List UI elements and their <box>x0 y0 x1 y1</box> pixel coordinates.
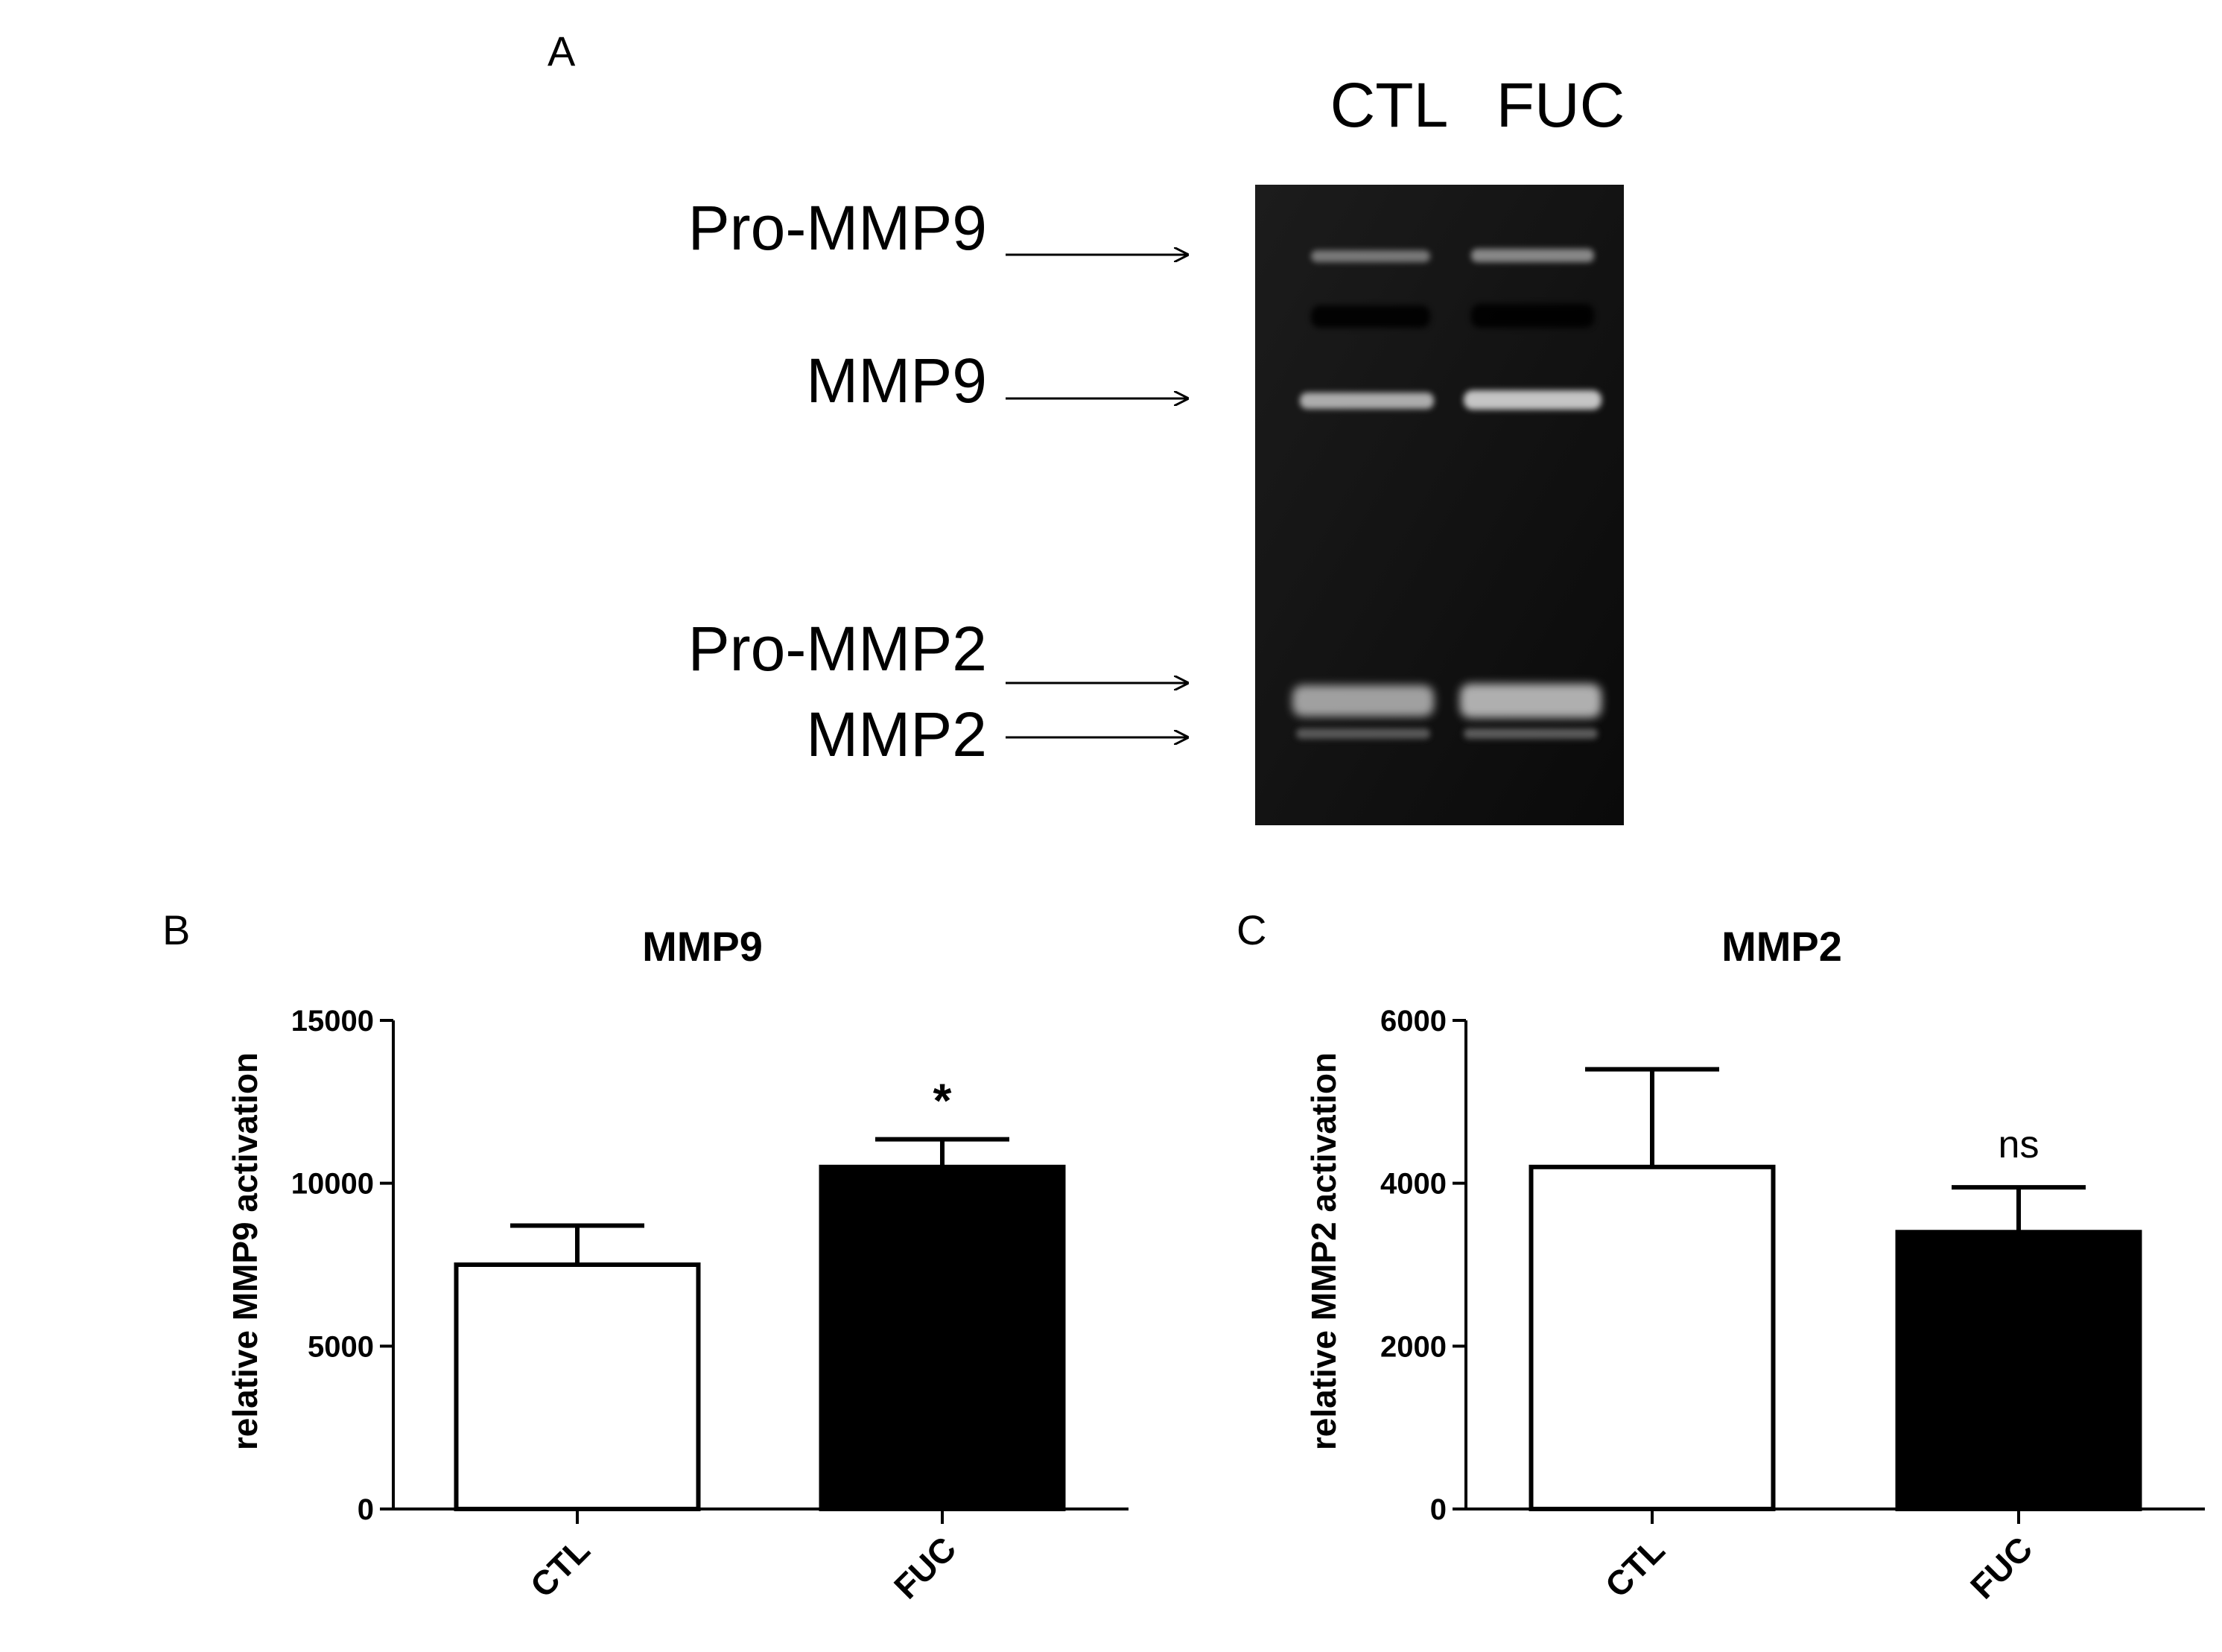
chart-title: MMP2 <box>1721 923 1842 970</box>
y-axis-label: relative MMP9 activation <box>226 1052 264 1450</box>
bars: ns <box>1529 1067 2142 1512</box>
y-tick-label: 0 <box>1430 1493 1447 1526</box>
x-category-label: FUC <box>1963 1529 2040 1607</box>
panel-letter-a: A <box>547 28 576 74</box>
bar-ctl <box>454 1262 701 1511</box>
bar-ctl <box>1529 1164 1776 1512</box>
y-tick-label: 15000 <box>291 1005 374 1038</box>
significance-label: * <box>933 1074 952 1128</box>
panel-letter-b: B <box>162 906 190 953</box>
bars: * <box>454 1074 1066 1512</box>
y-tick-label: 5000 <box>308 1330 374 1363</box>
band-ctl-mmp9 <box>1300 393 1434 409</box>
x-categories: CTL FUC <box>1598 1509 2040 1606</box>
bar-fuc <box>819 1164 1066 1512</box>
bar-fuc <box>1895 1230 2142 1512</box>
band-ctl-mmp2 <box>1296 728 1430 739</box>
band-label-pro-mmp9: Pro-MMP9 <box>688 193 987 263</box>
band-ctl-pro-mmp2 <box>1292 685 1434 717</box>
y-ticks: 0 5000 10000 15000 <box>291 1005 393 1526</box>
x-category-label: CTL <box>523 1531 597 1605</box>
lane-label-ctl: CTL <box>1330 70 1449 140</box>
lane-label-fuc: FUC <box>1496 70 1625 140</box>
gel-background <box>1255 185 1624 825</box>
x-category-label: CTL <box>1598 1531 1672 1605</box>
gel-image <box>1255 185 1624 825</box>
x-category-label: FUC <box>886 1529 964 1607</box>
y-tick-label: 10000 <box>291 1168 374 1201</box>
significance-label: ns <box>1999 1123 2040 1166</box>
band-ctl-dark-9 <box>1311 305 1430 328</box>
band-label-pro-mmp2: Pro-MMP2 <box>688 614 987 684</box>
panel-a: A CTL FUC Pro-MMP9 MMP9 Pro-MMP2 MMP2 <box>547 28 1625 825</box>
y-tick-label: 2000 <box>1380 1330 1447 1363</box>
y-tick-label: 4000 <box>1380 1168 1447 1201</box>
chart-title: MMP9 <box>642 923 763 970</box>
y-tick-label: 6000 <box>1380 1005 1447 1038</box>
chart-mmp9: B MMP9 relative MMP9 activation 0 5000 100… <box>162 906 1129 1606</box>
band-fuc-pro-mmp2 <box>1460 684 1602 718</box>
band-ctl-pro-mmp9 <box>1311 250 1430 262</box>
x-categories: CTL FUC <box>523 1509 964 1607</box>
band-fuc-mmp9 <box>1464 390 1602 410</box>
band-fuc-dark-9 <box>1471 304 1594 328</box>
y-ticks: 0 2000 4000 6000 <box>1380 1005 1466 1526</box>
band-label-mmp2: MMP2 <box>806 699 987 769</box>
band-fuc-pro-mmp9 <box>1471 249 1594 262</box>
band-label-mmp9: MMP9 <box>806 346 987 416</box>
chart-mmp2: C MMP2 relative MMP2 activation 0 2000 400… <box>1237 906 2205 1606</box>
panel-letter-c: C <box>1237 906 1266 953</box>
y-axis-label: relative MMP2 activation <box>1304 1052 1343 1450</box>
band-fuc-mmp2 <box>1464 728 1598 739</box>
y-tick-label: 0 <box>358 1493 374 1526</box>
